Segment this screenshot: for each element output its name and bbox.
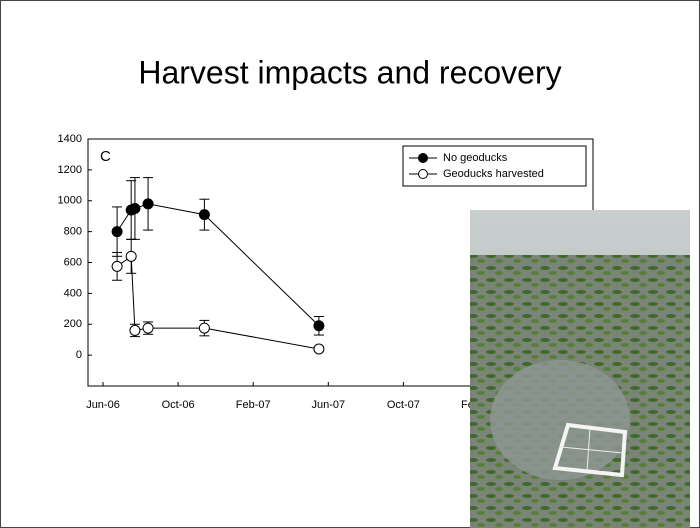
photo	[470, 210, 690, 528]
legend-label: Geoducks harvested	[443, 168, 544, 180]
x-tick-label: Oct-07	[387, 399, 420, 411]
y-tick-label: 200	[64, 318, 82, 330]
point	[142, 198, 154, 210]
legend-marker	[418, 169, 428, 179]
panel-label: C	[100, 148, 111, 165]
y-tick-label: 1400	[58, 133, 82, 145]
y-tick-label: 1000	[58, 195, 82, 207]
y-tick-label: 400	[64, 287, 82, 299]
point	[129, 202, 141, 214]
x-tick-label: Feb-07	[236, 399, 271, 411]
photo-string	[560, 446, 624, 454]
legend-label: No geoducks	[443, 152, 508, 164]
point	[313, 320, 325, 332]
photo-quadrat	[552, 422, 628, 478]
y-tick-label: 1200	[58, 164, 82, 176]
point	[198, 209, 210, 221]
point	[125, 250, 137, 262]
y-tick-label: 600	[64, 256, 82, 268]
y-tick-label: 0	[76, 349, 82, 361]
point	[129, 324, 141, 336]
point	[313, 343, 325, 355]
photo-mud	[490, 360, 630, 480]
point	[111, 260, 123, 272]
x-tick-label: Jun-07	[311, 399, 345, 411]
point	[111, 226, 123, 238]
legend-marker	[418, 153, 428, 163]
point	[142, 322, 154, 334]
slide-title: Harvest impacts and recovery	[138, 54, 561, 90]
x-tick-label: Oct-06	[162, 399, 195, 411]
x-tick-label: Jun-06	[86, 399, 120, 411]
legend-box	[402, 145, 587, 187]
point	[198, 322, 210, 334]
y-tick-label: 800	[64, 226, 82, 238]
